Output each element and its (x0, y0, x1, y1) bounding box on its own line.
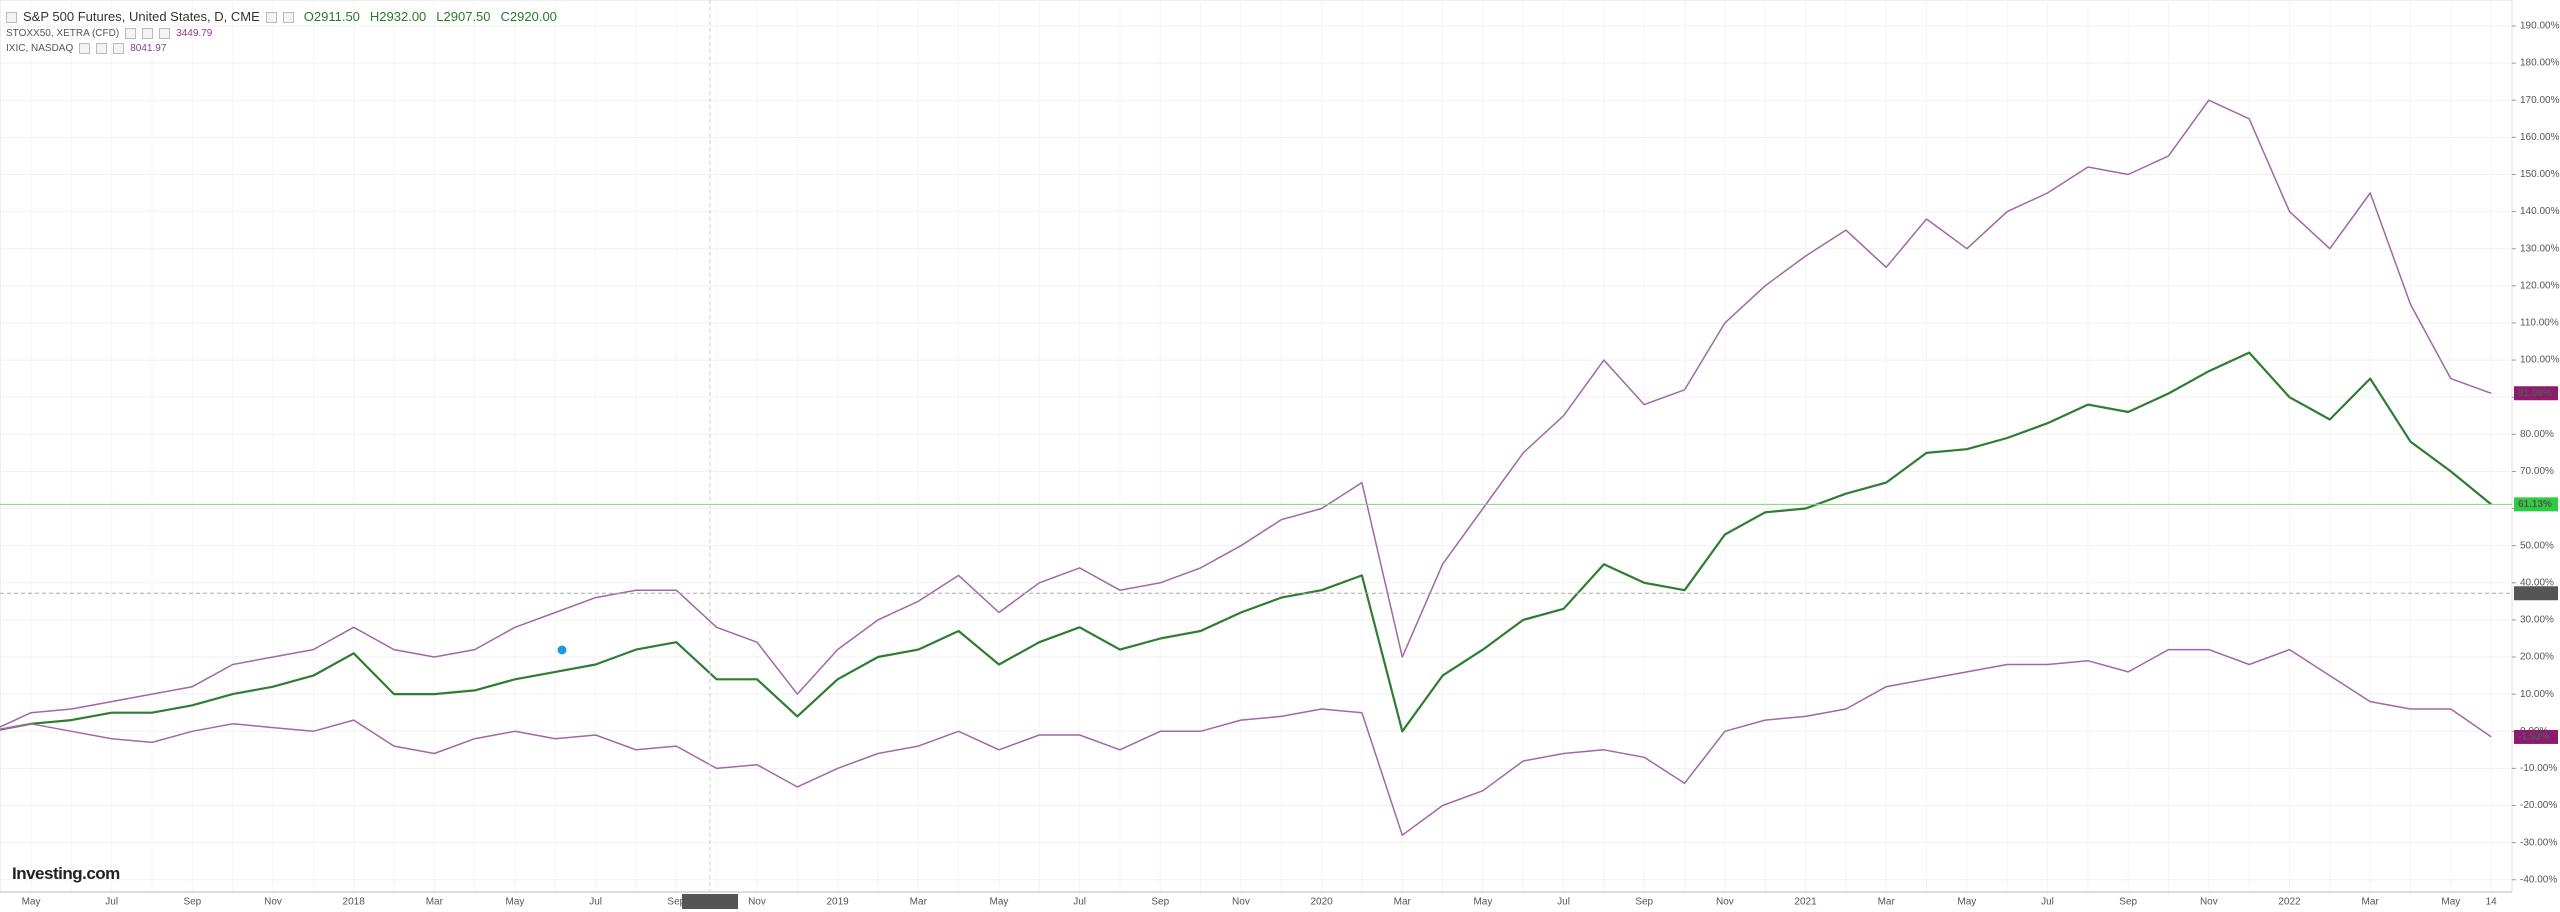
x-tick-label: 2020 (1310, 897, 1333, 908)
x-tick-label: Jul (105, 897, 118, 908)
legend: S&P 500 Futures, United States, D, CME O… (6, 8, 557, 56)
y-tick-label: -40.00% (2520, 874, 2557, 885)
y-tick-label: -10.00% (2520, 763, 2557, 774)
y-tick-label: 160.00% (2520, 132, 2560, 143)
event-marker[interactable] (556, 644, 568, 656)
series-line (0, 351, 2492, 733)
crosshair-y-label: 37.18 (2518, 588, 2543, 599)
ohlc-high: H2932.00 (369, 9, 427, 24)
toggle-icon[interactable] (6, 11, 17, 23)
x-tick-label: Mar (2362, 897, 2380, 908)
ohlc-low: L2907.50 (436, 9, 491, 24)
settings-icon[interactable] (142, 28, 154, 39)
y-tick-label: 20.00% (2520, 652, 2554, 663)
series-price: 8041.97 (130, 43, 167, 54)
settings-icon[interactable] (96, 43, 108, 54)
y-tick-label: 190.00% (2520, 21, 2560, 32)
x-tick-label: Nov (2200, 897, 2218, 908)
x-tick-label: Nov (1716, 897, 1734, 908)
x-tick-label: May (989, 897, 1008, 908)
x-tick-label: Nov (264, 897, 282, 908)
legend-row: IXIC, NASDAQ 8041.97 (6, 41, 557, 56)
ohlc-open: O2911.50 (303, 9, 360, 24)
settings-icon[interactable] (265, 11, 277, 23)
last-value-box (2514, 386, 2558, 401)
crosshair-x-box (682, 894, 738, 909)
y-tick-label: 150.00% (2520, 169, 2560, 180)
x-tick-label: Sep (2119, 897, 2137, 908)
x-tick-label: Jul (1073, 897, 1086, 908)
crosshair-x-label: 2018-09-27 (684, 897, 736, 908)
series-name: S&P 500 Futures, United States, D, CME (23, 9, 260, 24)
x-tick-label: May (2441, 897, 2460, 908)
y-tick-label: 120.00% (2520, 280, 2560, 291)
series-line (0, 648, 2492, 836)
x-tick-label: 14 (2486, 897, 2498, 908)
x-tick-label: Mar (910, 897, 928, 908)
last-value-label: -1.53% (2518, 732, 2550, 743)
y-tick-label: 140.00% (2520, 206, 2560, 217)
x-tick-label: May (1473, 897, 1492, 908)
crosshair-y-box (2514, 586, 2558, 601)
series-price: 3449.79 (176, 28, 213, 39)
x-tick-label: 2022 (2278, 897, 2301, 908)
y-tick-label: -30.00% (2520, 837, 2557, 848)
x-tick-label: Sep (183, 897, 201, 908)
y-tick-label: 70.00% (2520, 466, 2554, 477)
y-tick-label: 100.00% (2520, 355, 2560, 366)
legend-row: S&P 500 Futures, United States, D, CME O… (6, 8, 557, 26)
y-tick-label: 30.00% (2520, 615, 2554, 626)
x-tick-label: Jul (2041, 897, 2054, 908)
logo: Investing.com (12, 864, 120, 883)
x-tick-label: Jul (589, 897, 602, 908)
x-tick-label: May (1957, 897, 1976, 908)
x-tick-label: 2021 (1794, 897, 1817, 908)
close-icon[interactable] (159, 28, 171, 39)
last-value-box (2514, 497, 2558, 512)
y-tick-label: 170.00% (2520, 95, 2560, 106)
last-value-label: 91.06% (2518, 388, 2552, 399)
series-name: IXIC, NASDAQ (6, 43, 74, 54)
x-tick-label: Mar (1394, 897, 1412, 908)
close-icon[interactable] (113, 43, 125, 54)
last-value-label: 61.13% (2518, 499, 2552, 510)
settings-icon[interactable] (79, 43, 91, 54)
settings-icon[interactable] (125, 28, 137, 39)
close-icon[interactable] (282, 11, 294, 23)
x-tick-label: Mar (1878, 897, 1896, 908)
x-tick-label: 2018 (343, 897, 366, 908)
plot-area (0, 0, 2513, 893)
y-tick-label: 50.00% (2520, 540, 2554, 551)
x-tick-label: 2019 (827, 897, 850, 908)
series-line (0, 99, 2492, 728)
last-value-box (2514, 729, 2558, 744)
x-tick-label: Sep (1635, 897, 1653, 908)
y-tick-label: 130.00% (2520, 243, 2560, 254)
x-tick-label: May (506, 897, 525, 908)
y-tick-label: 40.00% (2520, 577, 2554, 588)
x-tick-label: Mar (426, 897, 444, 908)
ohlc-close: C2920.00 (500, 9, 557, 24)
y-tick-label: 110.00% (2520, 318, 2559, 329)
x-tick-label: Sep (1151, 897, 1169, 908)
y-tick-label: 10.00% (2520, 689, 2554, 700)
series-name: STOXX50, XETRA (CFD) (6, 28, 120, 39)
x-tick-label: May (22, 897, 41, 908)
x-tick-label: Sep (667, 897, 685, 908)
x-tick-label: Nov (1232, 897, 1250, 908)
y-tick-label: -20.00% (2520, 800, 2557, 811)
x-tick-label: Nov (748, 897, 766, 908)
y-tick-label: 180.00% (2520, 58, 2560, 69)
y-tick-label: 80.00% (2520, 429, 2554, 440)
x-tick-label: Jul (1557, 897, 1570, 908)
legend-row: STOXX50, XETRA (CFD) 3449.79 (6, 26, 557, 41)
